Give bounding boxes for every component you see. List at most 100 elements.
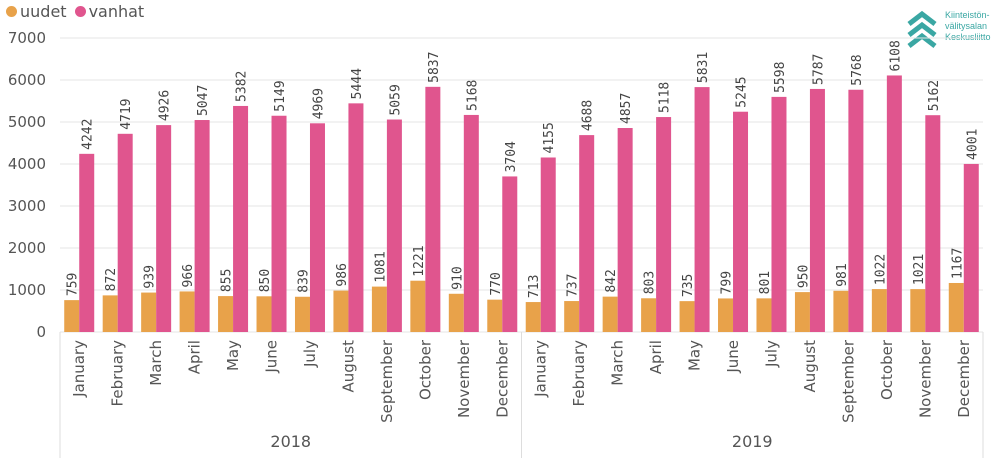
data-label-uudet: 839 <box>296 269 311 292</box>
x-category-label: September <box>839 339 857 423</box>
data-label-uudet: 803 <box>643 271 658 294</box>
x-category-label: July <box>301 340 319 368</box>
x-category-label: March <box>147 340 165 386</box>
bar-vanhat <box>502 176 518 332</box>
logo-text: Kiinteistön- välitysalan Keskusliitto <box>945 10 991 43</box>
bar-uudet <box>141 292 157 332</box>
bar-vanhat <box>925 115 941 332</box>
bar-vanhat <box>386 119 402 332</box>
data-label-vanhat: 5598 <box>773 62 788 93</box>
bar-uudet <box>64 300 80 332</box>
bar-uudet <box>525 302 541 332</box>
bar-uudet <box>794 292 810 332</box>
data-label-vanhat: 5382 <box>235 71 250 102</box>
data-label-vanhat: 5162 <box>927 80 942 111</box>
bar-uudet <box>910 289 926 332</box>
y-tick-label: 0 <box>36 323 46 341</box>
data-label-vanhat: 4155 <box>542 122 557 153</box>
bar-uudet <box>448 293 464 332</box>
bar-uudet <box>102 295 118 332</box>
data-label-vanhat: 3704 <box>504 141 519 172</box>
legend-dot-uudet <box>6 6 17 17</box>
bar-vanhat <box>809 88 825 332</box>
data-label-uudet: 735 <box>681 274 696 297</box>
bar-vanhat <box>79 153 95 332</box>
x-category-label: September <box>378 339 396 423</box>
bar-uudet <box>218 296 234 332</box>
data-label-uudet: 850 <box>258 269 273 292</box>
data-label-vanhat: 4719 <box>119 98 134 129</box>
x-category-label: May <box>224 340 242 371</box>
data-label-uudet: 1021 <box>912 254 927 285</box>
bar-uudet <box>487 299 503 332</box>
data-label-vanhat: 5831 <box>696 52 711 83</box>
logo-line-3: Keskusliitto <box>945 32 991 42</box>
x-category-label: December <box>955 339 973 418</box>
bar-vanhat <box>579 135 595 332</box>
data-label-uudet: 799 <box>720 271 735 294</box>
bar-vanhat <box>425 86 441 332</box>
data-label-vanhat: 5118 <box>658 82 673 113</box>
year-label: 2018 <box>270 432 311 451</box>
x-category-label: June <box>724 340 742 374</box>
bar-vanhat <box>463 114 479 332</box>
legend-item-uudet[interactable]: uudet <box>6 2 67 21</box>
x-category-label: January <box>70 340 88 398</box>
bar-vanhat <box>656 117 672 332</box>
data-label-uudet: 910 <box>450 266 465 289</box>
x-category-label: February <box>570 340 588 407</box>
bar-vanhat <box>233 105 249 333</box>
bar-vanhat <box>886 75 902 333</box>
bar-uudet <box>410 280 426 332</box>
data-label-uudet: 770 <box>489 272 504 295</box>
x-category-label: August <box>339 340 357 393</box>
data-label-vanhat: 4001 <box>965 129 980 160</box>
data-label-vanhat: 4857 <box>619 93 634 124</box>
bar-vanhat <box>733 111 749 333</box>
data-label-uudet: 1022 <box>873 254 888 285</box>
x-category-label: November <box>455 339 473 418</box>
bar-vanhat <box>771 96 787 332</box>
y-tick-label: 1000 <box>8 281 46 299</box>
bar-vanhat <box>348 103 364 333</box>
data-label-vanhat: 6108 <box>888 40 903 71</box>
bar-vanhat <box>156 125 172 332</box>
x-category-label: April <box>186 340 204 374</box>
logo-line-2: välitysalan <box>945 21 988 31</box>
legend: uudet vanhat <box>6 2 152 21</box>
y-tick-label: 5000 <box>8 113 46 131</box>
bar-uudet <box>833 290 849 332</box>
data-label-vanhat: 4969 <box>311 88 326 119</box>
data-label-uudet: 713 <box>527 275 542 298</box>
data-label-uudet: 950 <box>796 265 811 288</box>
x-category-label: August <box>801 340 819 393</box>
x-category-label: February <box>109 340 127 407</box>
data-label-vanhat: 4242 <box>81 119 96 150</box>
data-label-vanhat: 5149 <box>273 80 288 111</box>
x-category-label: June <box>263 340 281 374</box>
data-label-uudet: 966 <box>181 264 196 287</box>
bar-uudet <box>948 282 964 332</box>
bar-vanhat <box>617 128 633 332</box>
data-label-vanhat: 5444 <box>350 68 365 99</box>
bar-vanhat <box>194 120 210 332</box>
bar-uudet <box>641 298 657 332</box>
bar-uudet <box>371 286 387 332</box>
x-category-label: October <box>878 339 896 400</box>
data-label-uudet: 1221 <box>412 245 427 276</box>
data-label-vanhat: 5059 <box>388 84 403 115</box>
data-label-vanhat: 4926 <box>158 90 173 121</box>
bar-uudet <box>718 298 734 332</box>
data-label-uudet: 842 <box>604 269 619 292</box>
y-tick-label: 3000 <box>8 197 46 215</box>
data-label-vanhat: 5768 <box>850 54 865 85</box>
x-category-label: October <box>416 339 434 400</box>
data-label-vanhat: 4688 <box>581 100 596 131</box>
legend-item-vanhat[interactable]: vanhat <box>74 2 145 21</box>
bar-uudet <box>756 298 772 332</box>
data-label-uudet: 855 <box>220 269 235 292</box>
bar-uudet <box>564 301 580 332</box>
legend-label-vanhat: vanhat <box>88 2 145 21</box>
bar-uudet <box>679 301 695 332</box>
